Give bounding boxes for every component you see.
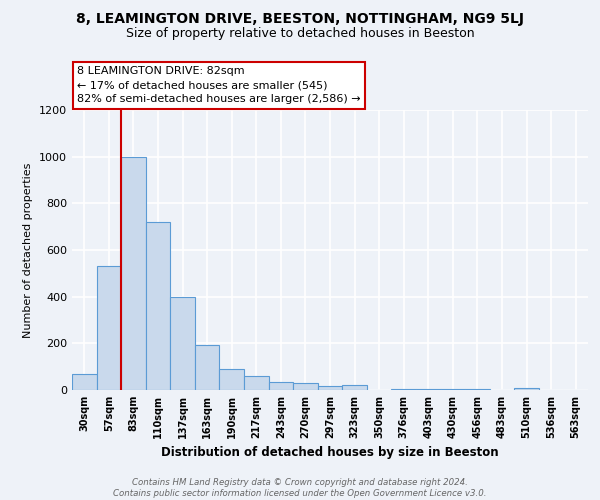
Y-axis label: Number of detached properties: Number of detached properties [23, 162, 34, 338]
Bar [170, 296, 195, 390]
Bar [97, 266, 121, 390]
Text: 8 LEAMINGTON DRIVE: 82sqm
← 17% of detached houses are smaller (545)
82% of semi: 8 LEAMINGTON DRIVE: 82sqm ← 17% of detac… [77, 66, 361, 104]
Bar [514, 388, 539, 390]
Bar [342, 386, 367, 390]
Bar [318, 386, 342, 390]
Text: 8, LEAMINGTON DRIVE, BEESTON, NOTTINGHAM, NG9 5LJ: 8, LEAMINGTON DRIVE, BEESTON, NOTTINGHAM… [76, 12, 524, 26]
Text: Contains HM Land Registry data © Crown copyright and database right 2024.
Contai: Contains HM Land Registry data © Crown c… [113, 478, 487, 498]
Text: Size of property relative to detached houses in Beeston: Size of property relative to detached ho… [125, 28, 475, 40]
X-axis label: Distribution of detached houses by size in Beeston: Distribution of detached houses by size … [161, 446, 499, 460]
Bar [244, 376, 269, 390]
Bar [293, 382, 318, 390]
Bar [391, 389, 416, 390]
Bar [269, 382, 293, 390]
Bar [220, 369, 244, 390]
Bar [72, 374, 97, 390]
Bar [146, 222, 170, 390]
Bar [195, 344, 220, 390]
Bar [465, 389, 490, 390]
Bar [121, 156, 146, 390]
